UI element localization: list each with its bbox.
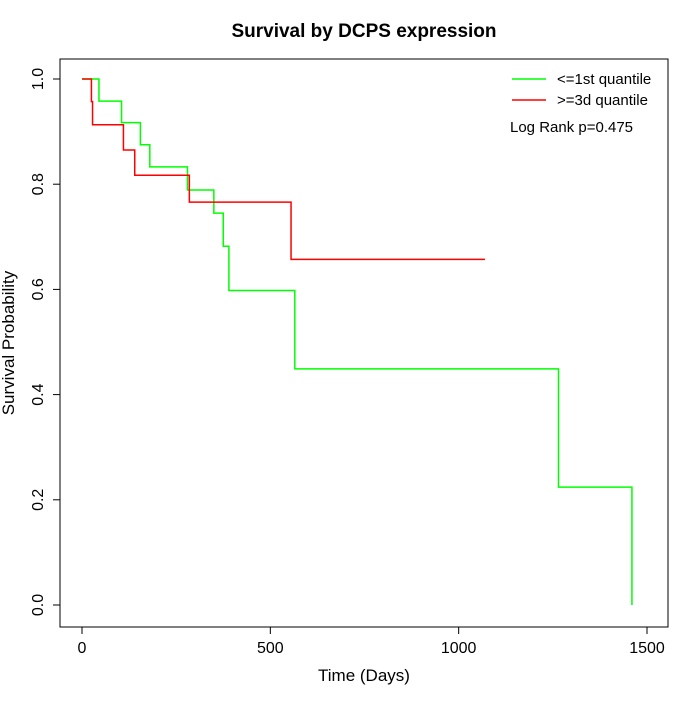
- x-axis: 0 500 1000 1500: [78, 626, 665, 657]
- y-tick-label: 0.8: [30, 173, 47, 195]
- chart-title: Survival by DCPS expression: [231, 21, 496, 42]
- log-rank-annotation: Log Rank p=0.475: [510, 119, 633, 136]
- legend-label-series-2: >=3d quantile: [557, 92, 648, 109]
- x-tick-label: 500: [257, 640, 284, 657]
- series-line-2: [82, 78, 486, 261]
- legend: <=1st quantile >=3d quantile: [512, 71, 651, 109]
- x-tick-label: 1500: [629, 640, 665, 657]
- y-tick-label: 0.2: [30, 489, 47, 511]
- x-axis-label: Time (Days): [318, 666, 410, 685]
- y-axis-label: Survival Probability: [0, 270, 18, 415]
- x-tick-label: 1000: [441, 640, 477, 657]
- y-tick-label: 0.6: [30, 278, 47, 300]
- y-tick-label: 1.0: [30, 68, 47, 90]
- legend-label-series-1: <=1st quantile: [557, 71, 651, 88]
- x-tick-label: 0: [78, 640, 87, 657]
- series-layer: [82, 78, 633, 605]
- y-axis: 0.0 0.2 0.4 0.6 0.8 1.0: [30, 68, 61, 616]
- series-line-1: [82, 78, 633, 605]
- y-tick-label: 0.4: [30, 383, 47, 405]
- y-tick-label: 0.0: [30, 594, 47, 616]
